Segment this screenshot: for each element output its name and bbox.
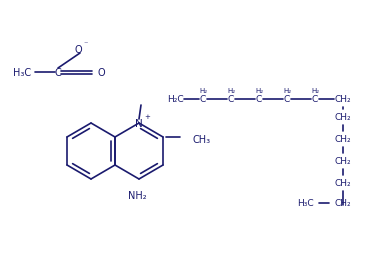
Text: C: C: [200, 95, 206, 104]
Text: C: C: [284, 95, 290, 104]
Text: +: +: [144, 114, 150, 120]
Text: C: C: [312, 95, 318, 104]
Text: H₂: H₂: [255, 88, 263, 94]
Text: C: C: [55, 68, 61, 78]
Text: O: O: [74, 45, 82, 55]
Text: CH₂: CH₂: [335, 157, 351, 166]
Text: H₂C: H₂C: [167, 95, 183, 104]
Text: CH₂: CH₂: [335, 95, 351, 104]
Text: C: C: [228, 95, 234, 104]
Text: CH₂: CH₂: [335, 113, 351, 122]
Text: H₂: H₂: [311, 88, 319, 94]
Text: N: N: [135, 119, 143, 129]
Text: ⁻: ⁻: [84, 39, 88, 48]
Text: H₃C: H₃C: [297, 199, 313, 208]
Text: C: C: [256, 95, 262, 104]
Text: CH₂: CH₂: [335, 179, 351, 188]
Text: CH₂: CH₂: [335, 135, 351, 144]
Text: H₂: H₂: [227, 88, 235, 94]
Text: H₂: H₂: [283, 88, 291, 94]
Text: NH₂: NH₂: [128, 190, 146, 200]
Text: O: O: [98, 68, 106, 78]
Text: CH₃: CH₃: [193, 134, 211, 145]
Text: H₃C: H₃C: [13, 68, 31, 78]
Text: CH₂: CH₂: [335, 199, 351, 208]
Text: H₂: H₂: [199, 88, 207, 94]
